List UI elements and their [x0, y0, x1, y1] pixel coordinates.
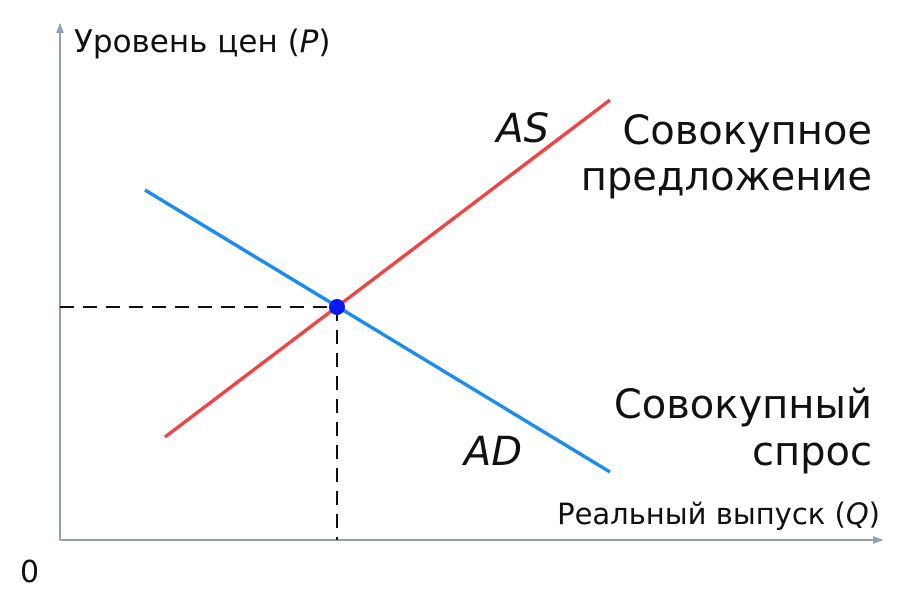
- y-axis-label: Уровень цен (P): [74, 24, 330, 60]
- equilibrium-point: [329, 299, 345, 315]
- as-symbol: AS: [493, 106, 549, 152]
- as-curve: [163, 98, 612, 439]
- as-name: предложение: [581, 154, 872, 200]
- y-axis-symbol: P: [300, 24, 319, 60]
- ad-symbol: AD: [461, 429, 522, 475]
- x-axis-label-prefix: Реальный выпуск (: [557, 497, 846, 531]
- origin-label: 0: [20, 555, 39, 590]
- x-axis-symbol: Q: [846, 497, 869, 531]
- ad-curve: [144, 188, 611, 474]
- ad-name: спрос: [752, 429, 872, 475]
- y-axis-label-prefix: Уровень цен (: [74, 24, 300, 60]
- x-axis-label-suffix: ): [869, 497, 880, 531]
- ad-name: Совокупный: [614, 382, 872, 428]
- x-axis-label: Реальный выпуск (Q): [557, 497, 880, 531]
- y-axis-label-suffix: ): [318, 24, 330, 60]
- as-name: Совокупное: [622, 108, 872, 154]
